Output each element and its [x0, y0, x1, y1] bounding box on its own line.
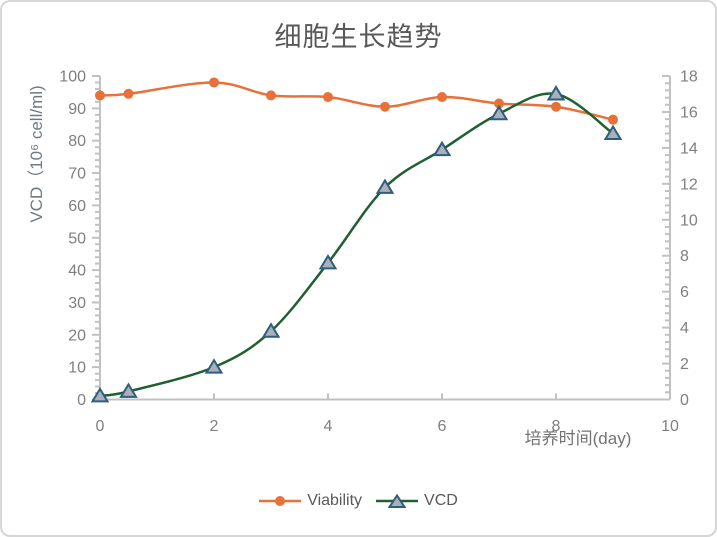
series-viability-line [99, 81, 614, 121]
x-tick-label: 2 [210, 418, 219, 435]
circle-marker-icon [608, 114, 618, 125]
y-right-tick-label: 4 [680, 320, 689, 337]
y-right-tick-label: 0 [680, 392, 689, 409]
y-right-tick-label: 12 [680, 176, 698, 193]
y-right-tick-label: 14 [680, 140, 698, 157]
x-tick-label: 4 [324, 418, 333, 435]
x-tick-label: 8 [552, 418, 561, 435]
circle-marker-icon [123, 88, 134, 99]
y-right-tick-label: 6 [680, 284, 689, 301]
y-left-tick-label: 90 [68, 101, 86, 118]
y-right-tick-label: 10 [680, 212, 698, 229]
y-right-tick-label: 16 [680, 104, 698, 121]
series-viability[interactable] [95, 77, 618, 125]
y-left-tick-label: 80 [68, 133, 86, 150]
axes: 0 2 4 6 8 10010203040506070809010002468101214… [59, 69, 698, 436]
triangle-marker-icon [261, 322, 281, 338]
legend: Viability VCD [2, 492, 715, 510]
y-right-tick-label: 2 [680, 356, 689, 373]
triangle-marker-icon [546, 85, 566, 101]
triangle-marker-icon [603, 124, 623, 141]
triangle-marker-icon [318, 253, 338, 270]
circle-marker-icon [437, 92, 447, 103]
y-left-tick-label: 40 [68, 263, 86, 280]
y-left-tick-label: 0 [77, 392, 86, 409]
y-left-tick-label: 30 [68, 295, 86, 312]
x-tick-label: 10 [661, 418, 679, 435]
series-layer [90, 77, 623, 403]
y-left-tick-label: 60 [68, 198, 86, 215]
chart-title[interactable]: 细胞生长趋势 [274, 22, 443, 52]
series-vcd[interactable] [90, 85, 623, 403]
triangle-marker-icon [489, 104, 509, 121]
circle-marker-icon [323, 92, 333, 103]
circle-marker-icon [266, 90, 276, 101]
vcd-swatch [376, 493, 419, 508]
y-left-tick-label: 20 [68, 327, 86, 344]
triangle-marker-icon [90, 386, 110, 403]
circle-marker-icon [494, 98, 504, 109]
series-vcd-line [99, 92, 614, 398]
viability-swatch [259, 496, 302, 506]
triangle-marker-icon [119, 382, 138, 398]
triangle-marker-icon [387, 493, 407, 508]
y-right-tick-label: 18 [680, 69, 698, 86]
triangle-marker-icon [204, 358, 224, 374]
circle-marker-icon [209, 77, 219, 88]
triangle-marker-icon [375, 178, 395, 194]
x-tick-label: 6 [438, 418, 447, 435]
y-axis-title: VCD（10⁶ cell/ml) [27, 85, 46, 222]
x-axis-title: 培养时间(day) [525, 429, 632, 448]
y-left-tick-label: 50 [68, 230, 86, 247]
legend-label-viability: Viability [307, 492, 363, 509]
circle-marker-icon [95, 90, 105, 101]
y-left-tick-label: 70 [68, 166, 86, 183]
y-left-tick-label: 10 [68, 360, 86, 377]
circle-marker-icon [275, 496, 286, 506]
circle-marker-icon [380, 101, 390, 112]
y-right-tick-label: 8 [680, 248, 689, 265]
triangle-marker-icon [432, 140, 452, 157]
y-left-tick-label: 100 [59, 69, 86, 86]
legend-item-vcd[interactable]: VCD [376, 492, 458, 510]
x-tick-label: 0 [96, 418, 105, 435]
circle-marker-icon [551, 101, 561, 112]
legend-item-viability[interactable]: Viability [259, 492, 362, 510]
legend-label-vcd: VCD [424, 492, 458, 509]
